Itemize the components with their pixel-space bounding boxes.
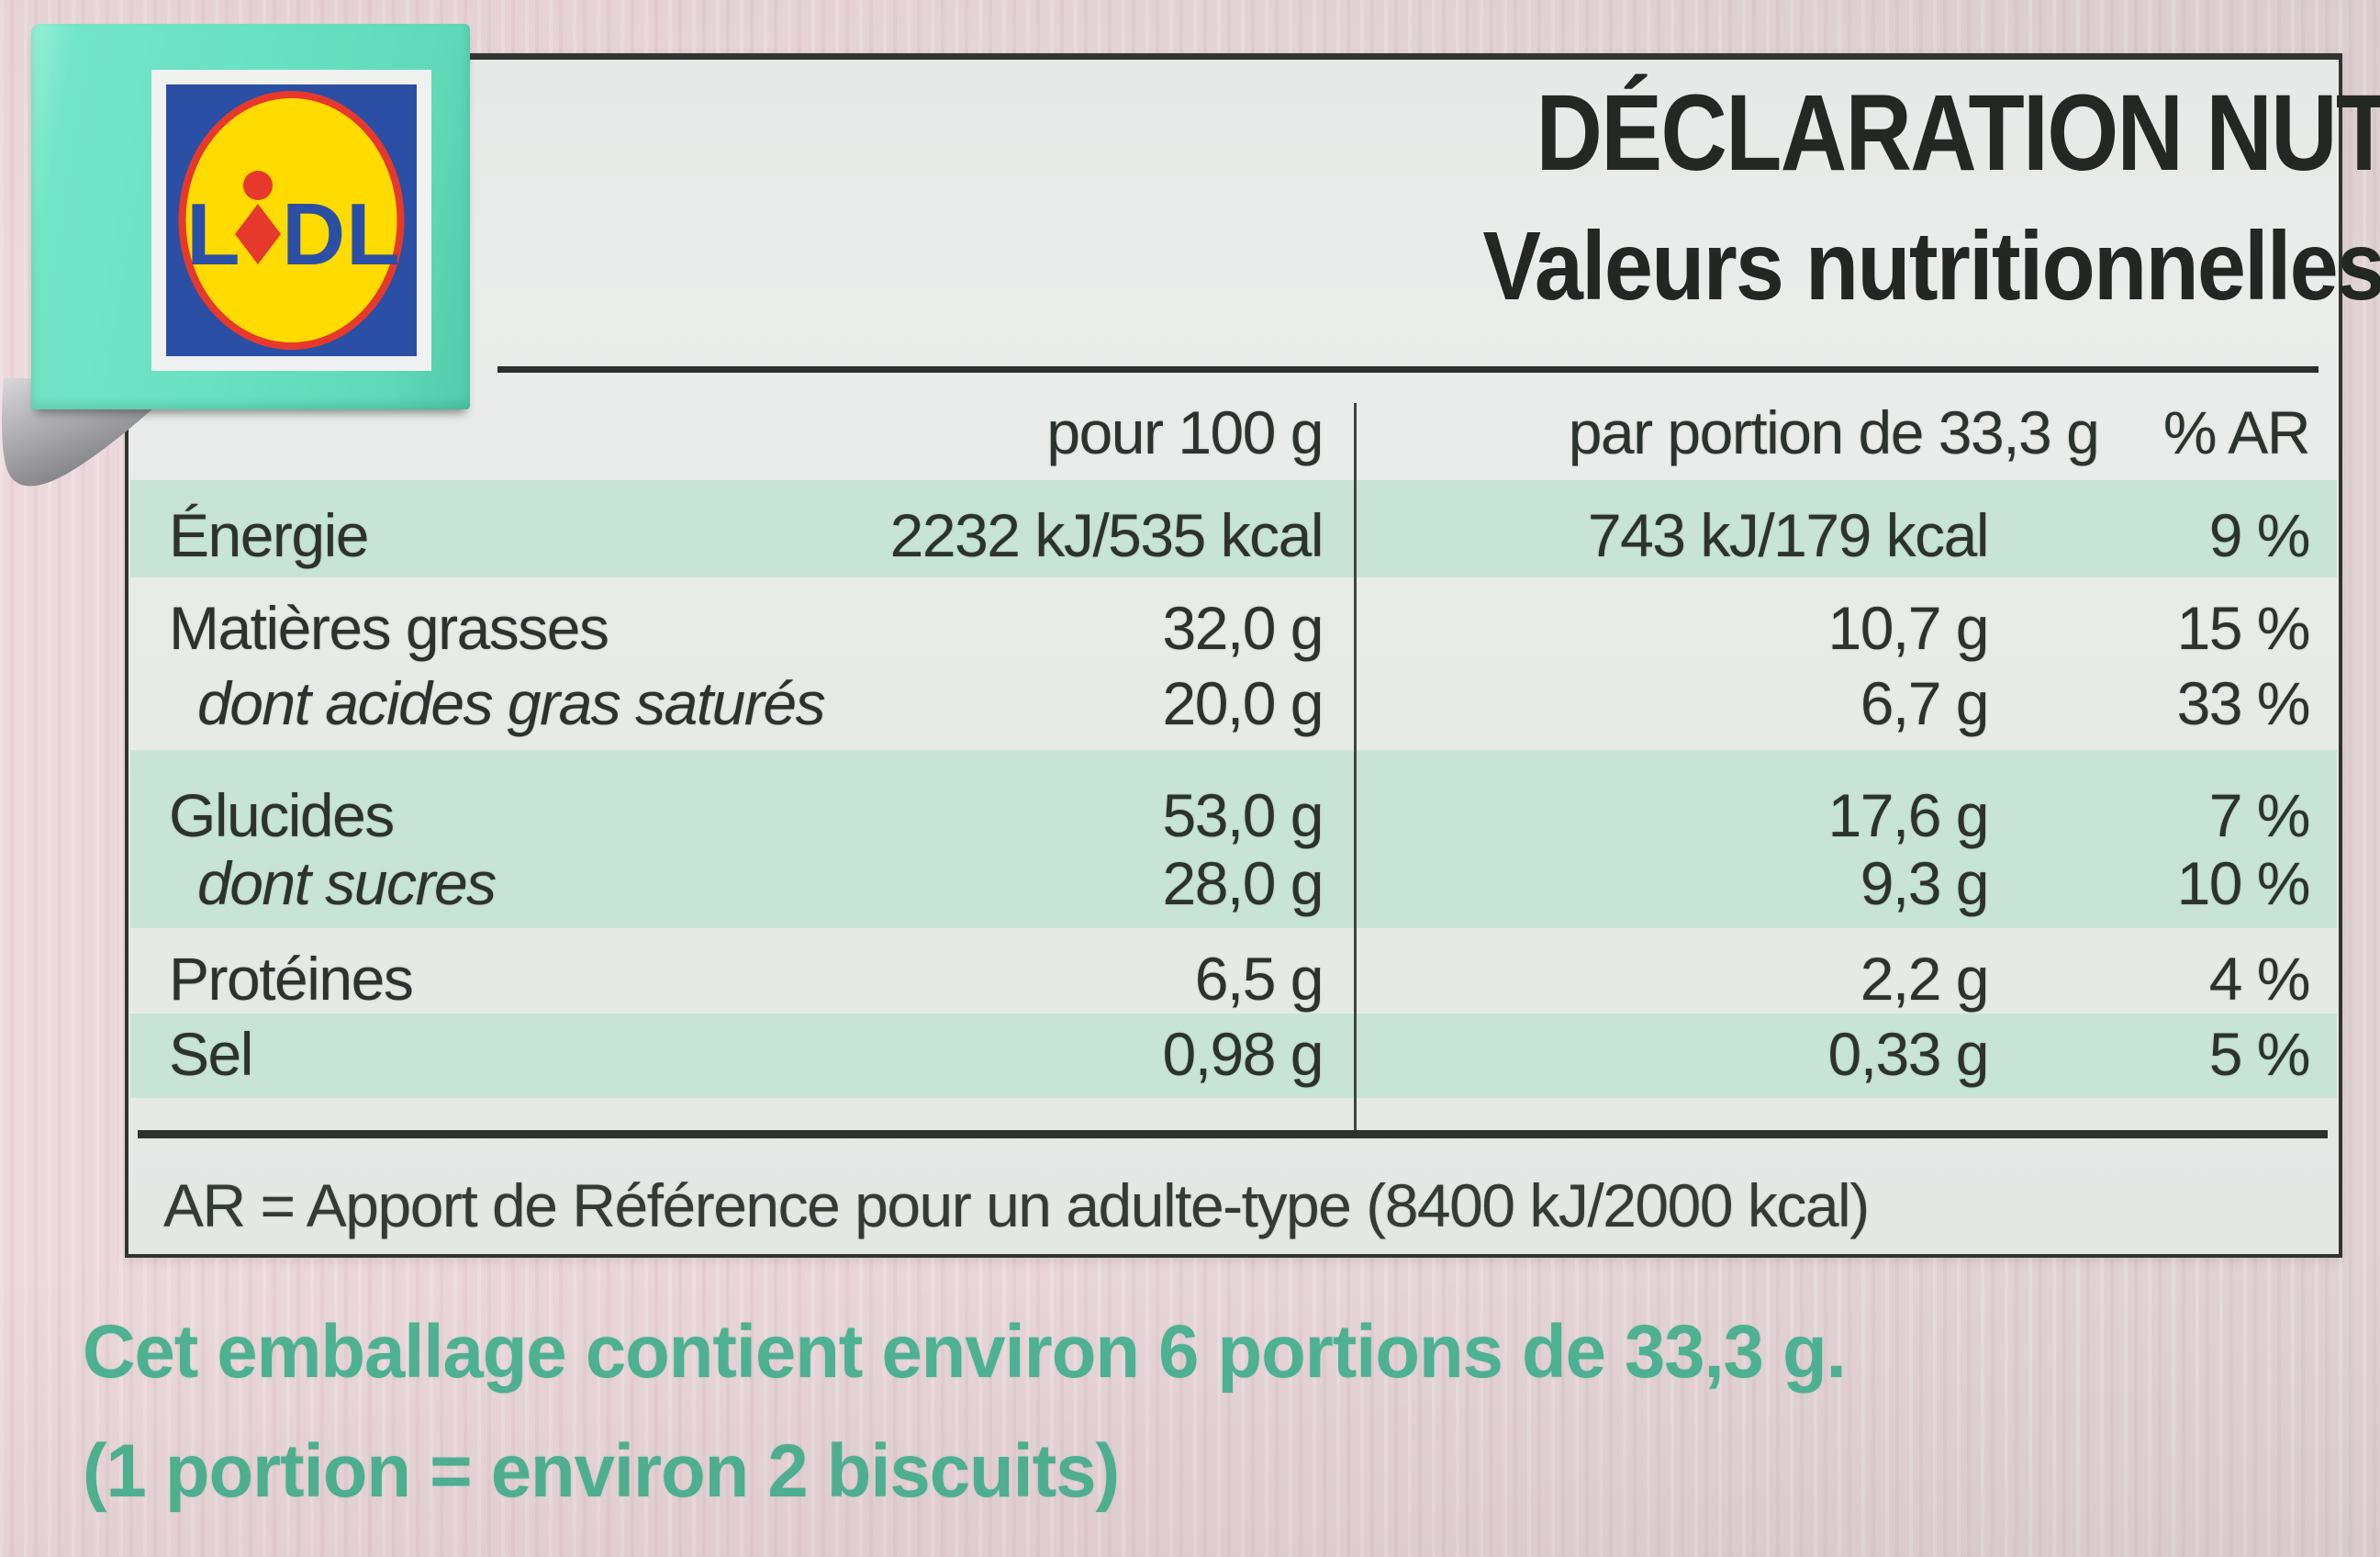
highlight-band-sel [130, 1014, 2337, 1098]
title-divider-rule [497, 366, 2319, 373]
logo-letter-d: D [282, 185, 345, 284]
value-per-portion: 10,7 g [1827, 594, 1990, 662]
column-header-percent-ar: % AR [2162, 398, 2311, 466]
highlight-band-energie [130, 480, 2337, 577]
highlight-band-glucides [130, 750, 2337, 928]
value-per-100g: 20,0 g [1162, 669, 1324, 737]
logo-letter-l1: L [186, 185, 240, 284]
column-header-per-portion: par portion de 33,3 g [1568, 398, 2100, 466]
logo-letter-l2: L [346, 185, 400, 284]
value-per-100g: 32,0 g [1162, 594, 1324, 662]
nutrient-label: dont acides gras saturés [197, 669, 826, 737]
footnote-divider-rule [138, 1130, 2328, 1138]
lidl-ribbon: L D L [31, 24, 470, 409]
table-row-glucides: Glucides 53,0 g 17,6 g 7 % [128, 773, 2339, 857]
value-per-100g: 53,0 g [1162, 781, 1324, 849]
table-header-row: pour 100 g par portion de 33,3 g % AR [128, 390, 2339, 475]
value-per-portion: 17,6 g [1827, 781, 1990, 849]
nutrient-label: Glucides [169, 781, 395, 849]
panel-title-text: DÉCLARATION NUTRITIONNELLE [1536, 73, 2380, 194]
value-per-portion: 6,7 g [1860, 669, 1990, 737]
nutrient-label: dont sucres [197, 849, 497, 917]
value-percent-ar: 10 % [2176, 849, 2311, 917]
value-percent-ar: 4 % [2208, 945, 2311, 1013]
table-row-acides-gras-satures: dont acides gras saturés 20,0 g 6,7 g 33… [128, 661, 2339, 745]
lidl-logo-icon: L D L [151, 70, 431, 371]
value-percent-ar: 7 % [2208, 781, 2311, 849]
value-percent-ar: 9 % [2208, 501, 2311, 569]
nutrient-label: Matières grasses [169, 594, 609, 662]
panel-subtitle: Valeurs nutritionnelles moyennes [483, 197, 2380, 335]
ar-footnote: AR = Apport de Référence pour un adulte-… [163, 1171, 1870, 1239]
portion-note-line-2-text: (1 portion = environ 2 biscuits) [83, 1429, 1120, 1513]
table-row-energie: Énergie 2232 kJ/535 kcal 743 kJ/179 kcal… [128, 487, 2339, 584]
portion-note-line-2: (1 portion = environ 2 biscuits) [83, 1421, 1151, 1522]
nutrition-panel: DÉCLARATION NUTRITIONNELLE Valeurs nutri… [125, 53, 2380, 1258]
table-row-proteines: Protéines 6,5 g 2,2 g 4 % [128, 936, 2339, 1021]
nutrient-label: Énergie [169, 501, 370, 569]
table-row-sel: Sel 0,98 g 0,33 g 5 % [128, 1012, 2339, 1096]
table-row-sucres: dont sucres 28,0 g 9,3 g 10 % [128, 841, 2339, 925]
value-per-100g: 0,98 g [1162, 1020, 1324, 1088]
panel-subtitle-text: Valeurs nutritionnelles moyennes [1482, 212, 2380, 320]
column-header-per-100g: pour 100 g [1046, 398, 1324, 466]
nutrient-label: Protéines [169, 945, 414, 1013]
value-per-portion: 0,33 g [1827, 1020, 1990, 1088]
column-divider-line [1354, 403, 1357, 1130]
nutrient-label: Sel [169, 1020, 253, 1088]
value-percent-ar: 5 % [2208, 1020, 2311, 1088]
value-percent-ar: 15 % [2176, 594, 2311, 662]
value-per-portion: 9,3 g [1860, 849, 1990, 917]
portion-note-line-1-text: Cet emballage contient environ 6 portion… [83, 1310, 1847, 1394]
value-per-portion: 743 kJ/179 kcal [1587, 501, 1990, 569]
portion-note-line-1: Cet emballage contient environ 6 portion… [83, 1302, 1900, 1403]
value-per-portion: 2,2 g [1860, 945, 1990, 1013]
value-percent-ar: 33 % [2176, 669, 2311, 737]
value-per-100g: 6,5 g [1194, 945, 1324, 1013]
panel-title: DÉCLARATION NUTRITIONNELLE [483, 69, 2380, 197]
value-per-100g: 28,0 g [1162, 849, 1324, 917]
value-per-100g: 2232 kJ/535 kcal [889, 501, 1324, 569]
table-row-matieres-grasses: Matières grasses 32,0 g 10,7 g 15 % [128, 586, 2339, 670]
